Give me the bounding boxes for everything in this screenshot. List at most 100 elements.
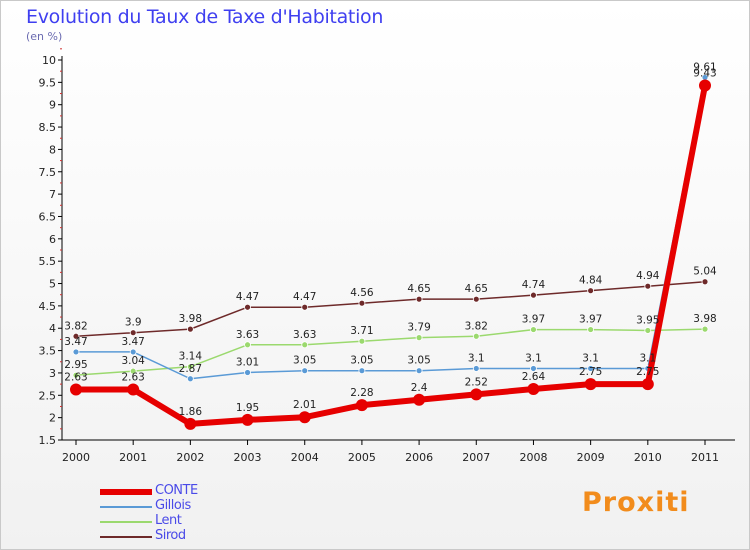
x-tick-label: 2010 [634, 451, 662, 464]
data-label-sirod: 3.82 [64, 320, 87, 332]
x-tick-label: 2004 [291, 451, 319, 464]
y-tick-label: 4 [49, 322, 56, 335]
data-label-sirod: 4.74 [522, 279, 546, 291]
legend-swatch-lent [100, 521, 152, 523]
legend-label-sirod: Sirod [155, 528, 186, 543]
data-point-lent [358, 337, 366, 345]
series-line-conte [73, 82, 708, 427]
y-tick-label: 1.5 [39, 434, 57, 447]
data-label-gillois: 3.05 [350, 355, 373, 367]
data-label-gillois: 3.05 [407, 355, 430, 367]
y-tick-label: 5.5 [39, 255, 57, 268]
y-tick-label: 9.5 [39, 76, 57, 89]
data-label-conte: 9.43 [693, 67, 716, 79]
legend-swatch-sirod [100, 536, 152, 538]
data-point-sirod [129, 329, 137, 337]
data-label-gillois: 3.05 [293, 355, 316, 367]
data-point-conte [241, 413, 254, 426]
series-line-lent [75, 328, 706, 376]
data-label-lent: 3.14 [179, 351, 203, 363]
x-tick-label: 2009 [577, 451, 605, 464]
x-tick-label: 2001 [119, 451, 147, 464]
data-label-gillois: 3.1 [468, 352, 485, 364]
data-point-sirod [244, 303, 251, 311]
data-label-sirod: 4.65 [407, 283, 430, 295]
data-label-gillois: 9.61 [693, 61, 716, 73]
data-label-sirod: 4.56 [350, 287, 374, 299]
data-point-lent [129, 367, 137, 375]
legend-label-lent: Lent [155, 513, 182, 528]
data-point-gillois [244, 369, 251, 376]
data-point-sirod [358, 299, 366, 307]
data-point-conte [355, 399, 368, 412]
data-label-gillois: 3.01 [236, 356, 259, 368]
series-line-sirod [75, 280, 706, 338]
data-point-conte [70, 383, 82, 396]
data-label-sirod: 4.94 [636, 270, 660, 282]
y-tick-label: 5 [49, 278, 56, 291]
data-label-conte: 2.28 [350, 387, 373, 399]
data-label-gillois: 3.1 [582, 352, 599, 364]
data-label-conte: 2.75 [636, 366, 659, 378]
legend-label-gillois: Gillois [155, 498, 191, 513]
data-point-sirod [301, 303, 309, 311]
data-point-gillois [186, 375, 194, 383]
data-label-sirod: 4.47 [236, 291, 259, 303]
data-label-sirod: 4.84 [579, 275, 603, 287]
data-point-sirod [72, 332, 80, 340]
data-point-lent [244, 341, 251, 349]
data-label-lent: 3.98 [693, 313, 716, 325]
data-label-conte: 2.4 [411, 382, 428, 394]
data-point-gillois [530, 365, 537, 372]
data-point-lent [644, 327, 652, 334]
data-label-lent: 2.95 [64, 359, 87, 371]
data-label-conte: 2.52 [465, 376, 488, 388]
y-tick-label: 3 [49, 367, 56, 380]
data-label-lent: 3.63 [293, 329, 316, 341]
y-tick-label: 10 [42, 54, 56, 67]
y-tick-label: 7.5 [39, 166, 57, 179]
data-point-gillois [358, 367, 366, 375]
data-point-lent [701, 325, 709, 333]
data-point-conte [298, 411, 311, 424]
data-point-lent [587, 326, 595, 333]
brand-logo: Proxiti [582, 487, 690, 518]
data-point-conte [699, 79, 711, 92]
data-label-lent: 3.04 [121, 355, 145, 367]
x-tick-label: 2008 [519, 451, 547, 464]
legend-swatch-conte [100, 489, 152, 495]
data-point-lent [415, 334, 423, 342]
data-label-conte: 2.01 [293, 399, 316, 411]
data-point-gillois [72, 348, 80, 356]
data-label-sirod: 3.9 [125, 317, 142, 329]
x-tick-label: 2000 [62, 451, 90, 464]
y-tick-label: 8.5 [39, 121, 57, 134]
data-point-sirod [472, 295, 480, 303]
data-point-sirod [644, 282, 652, 290]
data-point-conte [413, 393, 426, 406]
data-label-gillois: 3.47 [64, 336, 87, 348]
y-tick-label: 4.5 [39, 300, 57, 313]
data-label-lent: 3.71 [350, 325, 373, 337]
data-label-sirod: 4.65 [465, 283, 488, 295]
data-label-conte: 2.63 [121, 371, 144, 383]
y-tick-label: 2.5 [39, 389, 57, 402]
data-point-conte [641, 378, 654, 391]
chart-subtitle: (en %) [26, 30, 63, 43]
data-label-lent: 3.95 [636, 314, 659, 326]
data-label-conte: 2.63 [64, 371, 87, 383]
x-tick-label: 2005 [348, 451, 376, 464]
y-tick-label: 3.5 [39, 345, 57, 358]
data-label-conte: 1.86 [179, 406, 203, 418]
data-point-conte [470, 388, 483, 401]
data-label-gillois: 3.47 [121, 336, 144, 348]
data-point-gillois [415, 367, 423, 375]
data-point-conte [584, 378, 597, 391]
data-label-sirod: 4.47 [293, 291, 316, 303]
y-tick-label: 7 [49, 188, 56, 201]
x-tick-label: 2007 [462, 451, 490, 464]
data-label-conte: 1.95 [236, 402, 259, 414]
data-point-gillois [587, 365, 595, 372]
data-point-conte [127, 383, 140, 396]
